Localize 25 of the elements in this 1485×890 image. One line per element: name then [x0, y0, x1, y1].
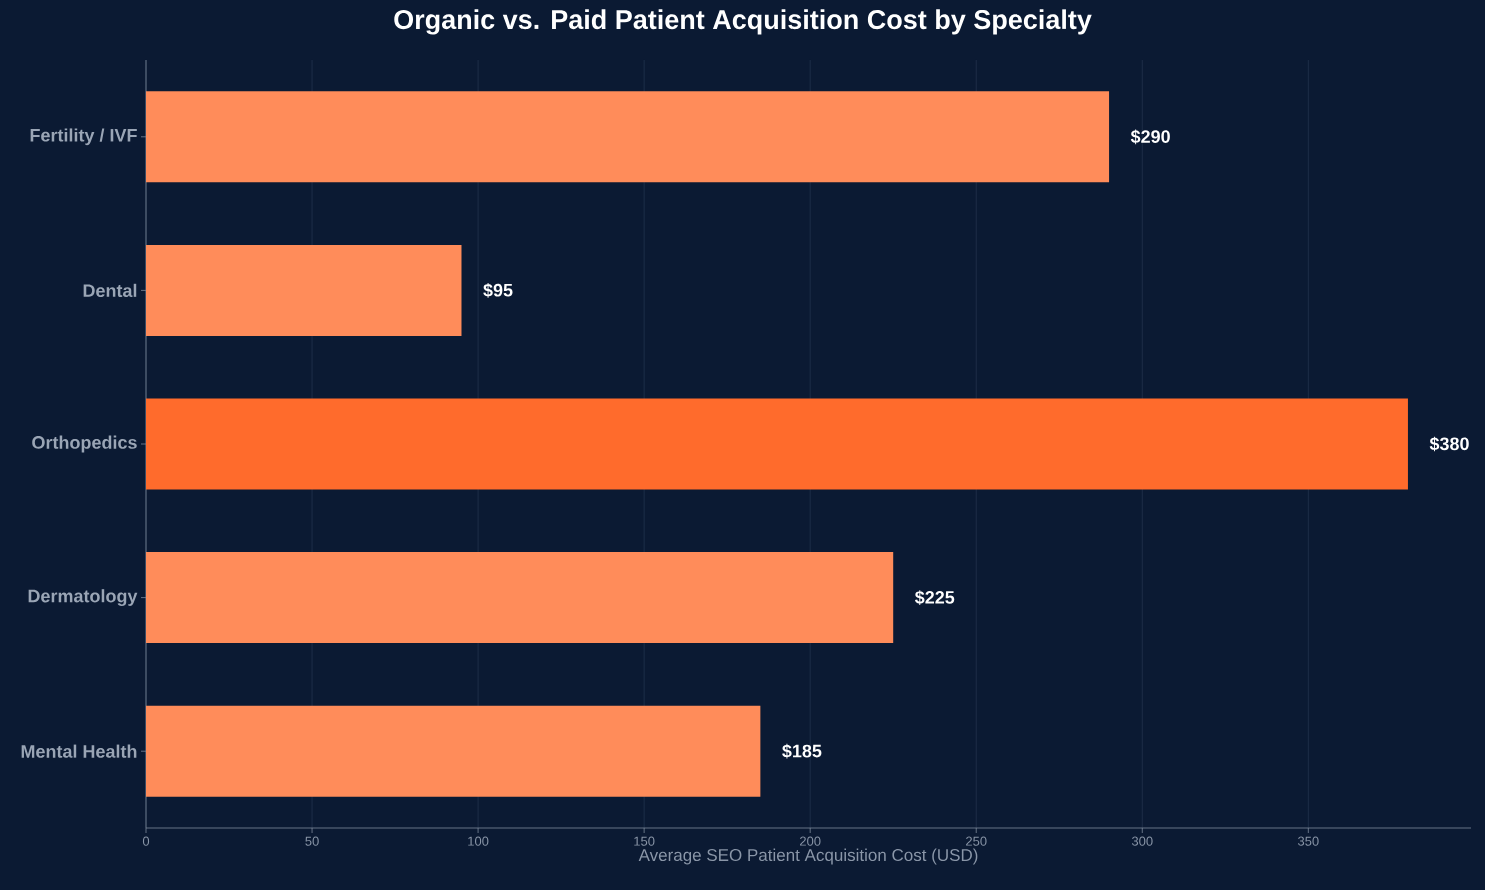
x-tick-label: 200	[800, 836, 821, 846]
x-tick-label: 350	[1297, 836, 1319, 846]
data-label: $290	[1130, 129, 1170, 145]
y-tick-label: Orthopedics	[32, 435, 137, 453]
y-tick-label: Dermatology	[28, 589, 138, 607]
x-tick-label: 50	[305, 836, 319, 846]
bar	[146, 705, 761, 797]
chart-title: Organic vs. Paid Patient Acquisition Cost by Specialty	[394, 9, 1092, 35]
x-tick-label: 300	[1131, 836, 1153, 846]
data-label: $225	[914, 590, 955, 605]
bar	[146, 244, 462, 336]
data-label: $380	[1429, 436, 1469, 452]
x-tick-label: 0	[142, 836, 150, 846]
data-label: $185	[782, 743, 822, 759]
x-tick-label: 150	[634, 836, 655, 846]
y-tick-label: Mental Health	[21, 744, 137, 758]
bar	[146, 91, 1110, 183]
data-label: $95	[483, 283, 513, 298]
bar	[146, 398, 1408, 490]
bar	[146, 552, 894, 644]
y-tick-label: Dental	[83, 283, 137, 298]
x-tick-label: 100	[468, 836, 489, 846]
y-tick-label: Fertility / IVF	[30, 128, 137, 146]
x-tick-label: 250	[966, 836, 987, 846]
x-axis-title: Average SEO Patient Acquisition Cost (USD)	[638, 848, 978, 865]
